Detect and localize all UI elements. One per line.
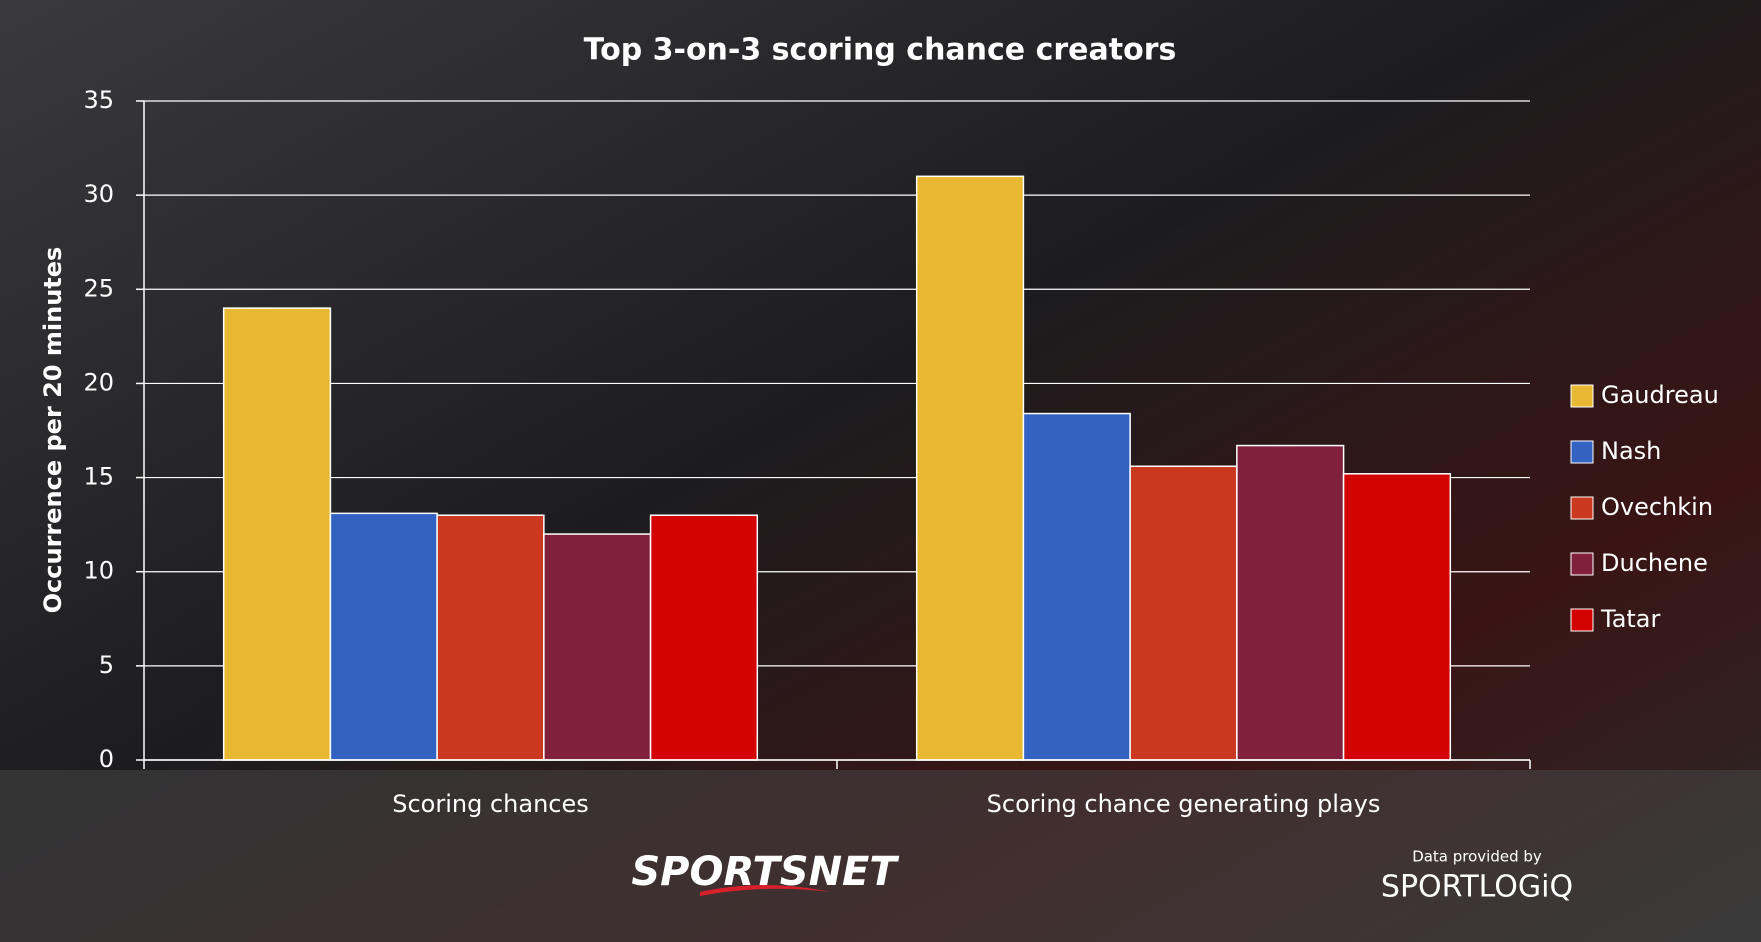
legend-swatch	[1570, 496, 1594, 520]
sportlogiq-logo: SPORTLOGiQ	[1381, 870, 1573, 905]
y-axis-label: Occurrence per 20 minutes	[39, 247, 67, 614]
legend-label: Tatar	[1600, 605, 1661, 633]
y-tick-label: 30	[83, 180, 114, 208]
y-tick-label: 20	[83, 368, 114, 396]
credit-text: Data provided by	[1412, 848, 1542, 866]
logo-swoosh	[700, 885, 830, 896]
bar	[915, 175, 1025, 761]
legend-swatch	[1570, 608, 1594, 632]
y-tick-label: 5	[99, 651, 114, 679]
y-tick-label: 35	[83, 86, 114, 114]
x-tick-label: Scoring chances	[392, 790, 589, 818]
x-tick-label: Scoring chance generating plays	[987, 790, 1381, 818]
bar	[1236, 444, 1345, 761]
bar	[329, 512, 438, 761]
legend-swatch	[1570, 440, 1594, 464]
bar	[1022, 412, 1131, 761]
y-tick-label: 0	[99, 745, 114, 773]
background-rink	[0, 770, 1761, 942]
bar	[649, 514, 759, 761]
legend-swatch	[1570, 552, 1594, 576]
chart-title: Top 3-on-3 scoring chance creators	[584, 33, 1177, 68]
legend-label: Duchene	[1601, 549, 1708, 577]
legend-swatch	[1570, 384, 1594, 408]
bar	[436, 514, 545, 761]
legend-label: Nash	[1601, 437, 1661, 465]
y-tick-label: 10	[83, 557, 114, 585]
bar	[543, 533, 652, 761]
legend-label: Gaudreau	[1601, 381, 1719, 409]
y-tick-label: 15	[83, 463, 114, 491]
bar	[222, 307, 332, 761]
bar	[1342, 473, 1452, 761]
legend-label: Ovechkin	[1601, 493, 1713, 521]
y-tick-label: 25	[83, 274, 114, 302]
bar	[1129, 465, 1238, 761]
